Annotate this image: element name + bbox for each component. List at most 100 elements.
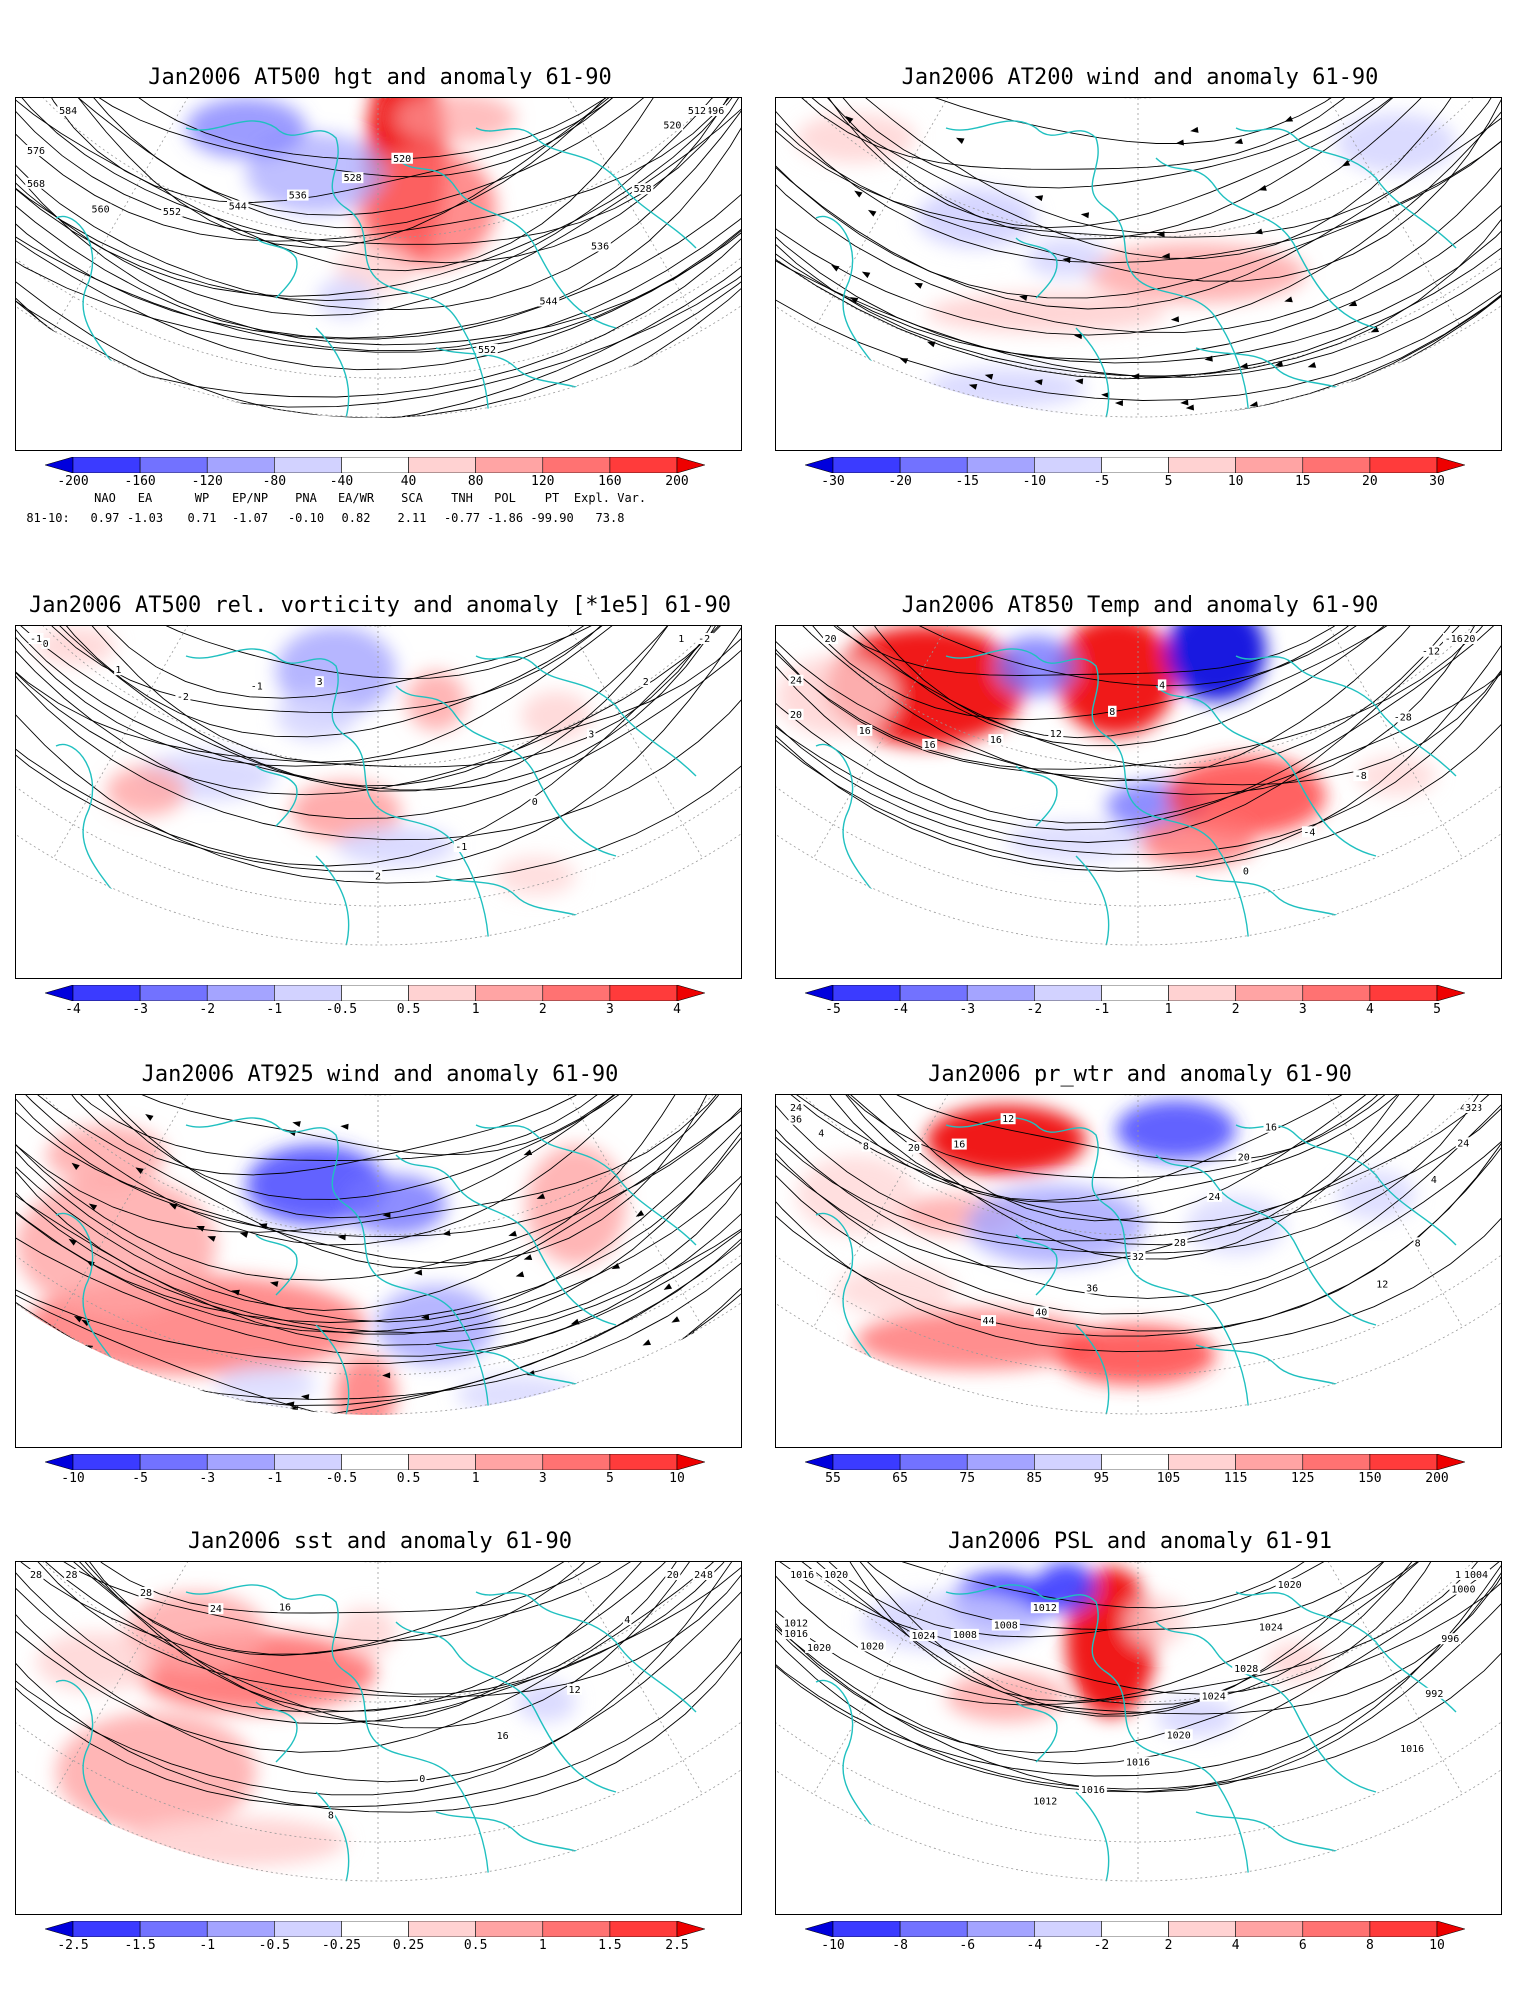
coastline <box>1015 1701 1058 1763</box>
map-layer <box>16 1562 741 1882</box>
contour-label: 1012 <box>1033 1603 1057 1614</box>
colorbar-tick-label: 2 <box>538 1002 547 1017</box>
contour-line <box>16 1095 741 1346</box>
wind-arrow <box>300 1394 310 1401</box>
colorbar-tick-label: -0.5 <box>258 1938 290 1953</box>
wind-arrow <box>861 271 871 279</box>
contour-line <box>776 98 1501 377</box>
colorbar-segment <box>274 985 342 1001</box>
colorbar-segment <box>1034 1921 1102 1937</box>
colorbar-segment <box>475 985 544 1001</box>
contour-label-bg <box>25 145 47 157</box>
contour-line <box>776 1095 1501 1222</box>
colorbar-segment <box>1235 1454 1304 1470</box>
contour-label: 1000 <box>1451 1585 1475 1596</box>
coastline <box>185 1117 377 1276</box>
colorbar-segment <box>139 457 208 473</box>
anomaly-patch <box>926 293 1166 333</box>
contour-label: 536 <box>591 242 609 253</box>
colorbar-segment <box>1302 985 1371 1001</box>
contour-line <box>776 626 1501 769</box>
colorbar-ticks: -10 -8 -6 -4 -2 2 4 6 8 10 <box>805 1938 1465 1954</box>
wind-arrow <box>1019 295 1028 301</box>
map-frame: 1012 1012 1008 1004 1000 996 992 1016 1020 1024 10… <box>775 1561 1502 1915</box>
meridian <box>812 626 1139 860</box>
contour-line <box>16 98 741 264</box>
contour-line <box>776 98 1501 360</box>
contour-label-bg <box>641 676 651 688</box>
contour-line <box>776 98 1501 189</box>
colorbar-segment <box>475 457 544 473</box>
colorbar-segment <box>609 985 678 1001</box>
contour-line <box>776 1095 1501 1246</box>
colorbar-tick-label: -3 <box>959 1002 976 1017</box>
contour-label-bg <box>28 1569 44 1580</box>
contour-line <box>776 626 1501 739</box>
colorbar-segment <box>805 985 834 1001</box>
contour-line <box>16 1095 741 1219</box>
colorbar-tick-label: 65 <box>892 1471 908 1486</box>
colorbar-segment <box>408 1921 476 1937</box>
wind-arrow <box>1034 195 1044 202</box>
contour-label-bg <box>1124 1756 1152 1768</box>
colorbar-segment <box>1302 1921 1371 1937</box>
coastline <box>1195 1344 1357 1396</box>
coastline <box>255 1234 298 1296</box>
contour-line <box>776 626 1501 747</box>
contour-line <box>776 1095 1501 1315</box>
contour-line <box>16 626 741 767</box>
colorbar-tick-label: 200 <box>665 474 689 489</box>
anomaly-patch <box>1166 756 1326 836</box>
index-name: EA/WR <box>337 491 375 505</box>
contour-line <box>16 626 741 787</box>
contour-label-bg <box>857 724 873 736</box>
wind-arrow <box>1175 139 1185 146</box>
colorbar <box>45 457 705 473</box>
meridian <box>1137 98 1464 332</box>
contour-line <box>776 98 1487 170</box>
contour-label-bg <box>782 1628 810 1640</box>
panel-title: Jan2006 AT500 hgt and anomaly 61-90 <box>148 65 612 90</box>
colorbar-tick-label: 2 <box>1164 1938 1173 1953</box>
contour-line <box>16 98 741 229</box>
contour-label-bg <box>1413 1237 1422 1249</box>
contour-labels: 28242041216081624282828 <box>28 1569 715 1821</box>
index-value: -1.86 <box>486 511 524 525</box>
contour-label: 4 <box>624 1615 630 1626</box>
anomaly-patch <box>1066 1567 1156 1717</box>
colorbar-segment <box>1168 1454 1236 1470</box>
colorbar-ticks: -30 -20 -15 -10 -5 5 10 15 20 30 <box>805 474 1465 490</box>
contour-line <box>776 1095 1501 1203</box>
wind-arrow <box>1073 333 1083 340</box>
map-frame: 28242041216081624282828 <box>15 1561 742 1915</box>
contour-label-bg <box>1241 865 1251 877</box>
anomaly-patch <box>56 1712 256 1832</box>
contour-label: -8 <box>1355 771 1367 782</box>
colorbar-tick-label: 55 <box>825 1471 841 1486</box>
colorbar-segment <box>542 1921 611 1937</box>
colorbar <box>805 1454 1465 1470</box>
contour-line <box>16 1095 741 1334</box>
colorbar-segment <box>72 457 141 473</box>
contour-line <box>776 1562 1501 1702</box>
contour-line <box>776 98 1501 264</box>
contour-line <box>16 1095 741 1238</box>
wind-arrow <box>508 1230 517 1237</box>
map-svg: 4965045125205285365445525205285365445525… <box>16 98 741 418</box>
coastline <box>1235 655 1457 777</box>
index-row-label: 81-10: <box>26 511 70 525</box>
contour-line <box>16 1095 741 1323</box>
contour-label: 3 <box>317 677 323 688</box>
colorbar-tick-label: 20 <box>1362 474 1378 489</box>
colorbar-tick-label: -5 <box>1093 474 1110 489</box>
contour-label: 1020 <box>1167 1730 1191 1741</box>
contour-line <box>16 98 741 272</box>
coastline <box>815 215 977 418</box>
colorbar-tick-label: -6 <box>959 1938 976 1953</box>
colorbar-tick-label: -20 <box>888 474 912 489</box>
wind-arrow <box>1249 401 1259 408</box>
anomaly-patch <box>516 1682 576 1722</box>
colorbar-segment <box>1034 457 1102 473</box>
wind-arrow <box>239 1232 249 1238</box>
